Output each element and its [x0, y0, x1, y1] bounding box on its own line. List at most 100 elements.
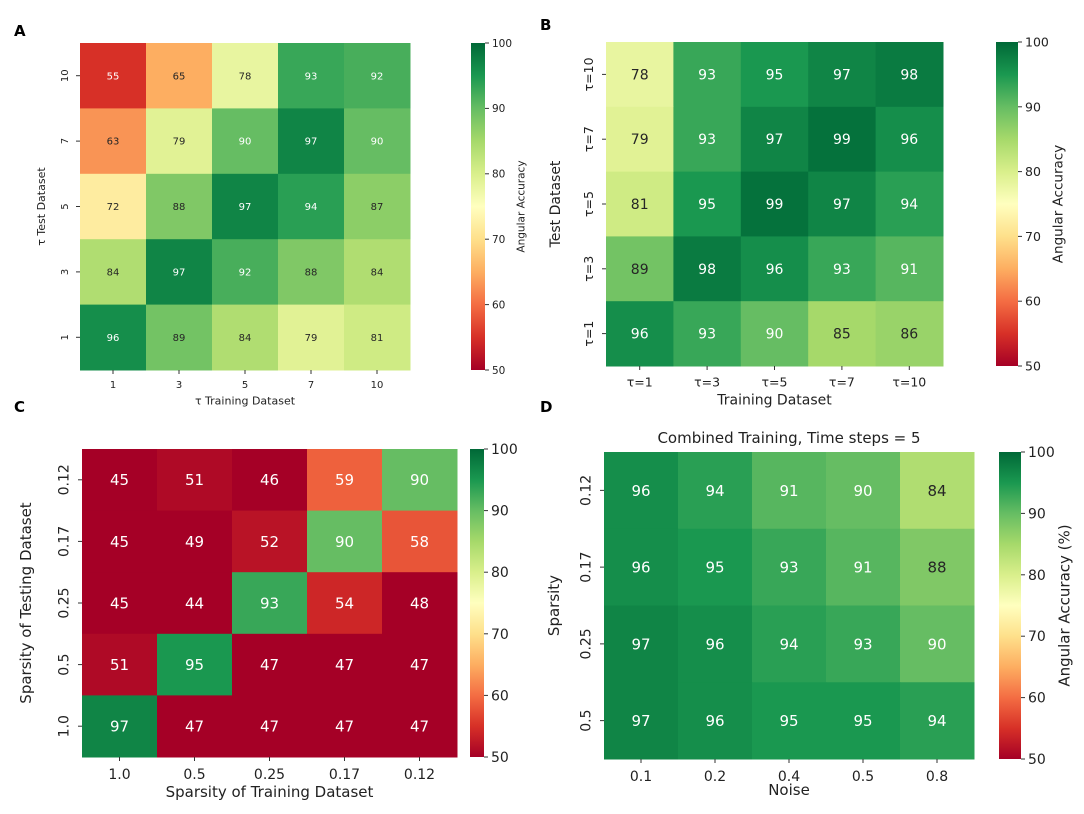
heatmap-cell	[900, 452, 975, 530]
colorbar-tick-label: 50	[1028, 752, 1046, 768]
y-axis-label: Sparsity	[545, 575, 563, 636]
y-axis-label: Sparsity of Testing Dataset	[17, 502, 35, 703]
cell-value-label: 93	[698, 132, 716, 148]
heatmap-cell	[740, 236, 809, 302]
x-tick-label: 1.0	[108, 767, 130, 783]
cell-value-label: 47	[335, 718, 354, 736]
x-tick-label: 0.2	[704, 769, 726, 785]
cell-value-label: 47	[335, 656, 354, 674]
cell-value-label: 95	[698, 197, 716, 213]
x-tick-label: 7	[308, 380, 314, 391]
cell-value-label: 81	[371, 333, 384, 344]
cell-value-label: 99	[766, 197, 784, 213]
heatmap-cell	[278, 43, 345, 109]
cell-value-label: 93	[833, 262, 851, 278]
cell-value-label: 51	[185, 471, 204, 489]
cell-value-label: 97	[239, 202, 252, 213]
heatmap-cell	[278, 304, 345, 371]
cell-value-label: 90	[927, 635, 946, 653]
heatmap-cell	[212, 239, 279, 306]
x-tick-label: τ=7	[829, 375, 855, 390]
panel-letter: C	[14, 398, 25, 416]
y-tick-label: 1.0	[56, 715, 72, 737]
cell-value-label: 84	[371, 268, 384, 279]
cell-value-label: 79	[631, 132, 649, 148]
x-tick-label: 0.5	[852, 769, 874, 785]
heatmap-cell	[752, 605, 827, 683]
heatmap-cell	[157, 633, 233, 696]
heatmap-cell	[808, 171, 877, 237]
heatmap-cell	[606, 42, 674, 108]
y-tick-label: τ=1	[581, 321, 596, 347]
heatmap-cell	[80, 239, 147, 306]
cell-value-label: 91	[900, 262, 918, 278]
heatmap-cell	[82, 449, 158, 512]
colorbar-tick-label: 80	[492, 169, 505, 181]
heatmap-cell	[752, 682, 827, 760]
x-tick-label: 0.4	[778, 769, 800, 785]
cell-value-label: 91	[779, 482, 798, 500]
y-tick-label: τ=7	[581, 126, 596, 152]
cell-value-label: 45	[110, 533, 129, 551]
heatmap-cell	[808, 106, 877, 173]
colorbar	[471, 43, 485, 370]
cell-value-label: 96	[631, 327, 649, 343]
cell-value-label: 45	[110, 594, 129, 612]
panel-letter: A	[14, 22, 26, 40]
x-tick-label: 0.5	[183, 767, 205, 783]
cell-value-label: 46	[260, 471, 279, 489]
heatmap-cell	[826, 682, 901, 760]
heatmap-cell	[678, 528, 753, 606]
cell-value-label: 84	[239, 333, 252, 344]
cell-value-label: 93	[305, 71, 318, 82]
cell-value-label: 58	[410, 533, 429, 551]
colorbar-tick-label: 70	[492, 234, 505, 246]
heatmap-cell	[232, 572, 308, 635]
heatmap-cell	[157, 449, 233, 512]
cell-value-label: 51	[110, 656, 129, 674]
heatmap-cell	[604, 605, 679, 683]
heatmap-cell	[157, 695, 233, 758]
heatmap-cell	[740, 301, 809, 367]
cell-value-label: 93	[698, 327, 716, 343]
x-tick-label: 5	[242, 380, 248, 391]
cell-value-label: 94	[705, 482, 724, 500]
cell-value-label: 78	[631, 67, 649, 83]
colorbar-tick-label: 50	[1025, 359, 1041, 374]
cell-value-label: 92	[371, 71, 384, 82]
cell-value-label: 94	[900, 197, 918, 213]
heatmap-cell	[740, 106, 809, 173]
y-tick-label: 0.5	[56, 653, 72, 675]
heatmap-cell	[382, 695, 458, 758]
heatmap-cell	[344, 304, 411, 371]
cell-value-label: 90	[410, 471, 429, 489]
cell-value-label: 88	[173, 202, 186, 213]
y-tick-label: τ=5	[581, 191, 596, 217]
colorbar-tick-label: 50	[491, 750, 509, 766]
chart-title: Combined Training, Time steps = 5	[657, 429, 920, 447]
cell-value-label: 88	[305, 268, 318, 279]
cell-value-label: 79	[173, 137, 186, 148]
colorbar-tick-label: 100	[1025, 35, 1049, 50]
cell-value-label: 97	[110, 718, 129, 736]
y-axis-label: τ Test Dataset	[35, 167, 48, 246]
heatmap-cell	[752, 452, 827, 530]
cell-value-label: 94	[779, 635, 798, 653]
cell-value-label: 96	[900, 132, 918, 148]
y-tick-label: 0.25	[56, 587, 72, 618]
x-tick-label: 3	[176, 380, 182, 391]
heatmap-cell	[752, 528, 827, 606]
heatmap-cell	[673, 171, 742, 237]
y-tick-label: 3	[60, 269, 71, 275]
cell-value-label: 72	[107, 202, 120, 213]
cell-value-label: 47	[410, 718, 429, 736]
heatmap-cell	[673, 236, 742, 302]
heatmap-cell	[307, 695, 383, 758]
cell-value-label: 95	[779, 712, 798, 730]
heatmap-cell	[344, 173, 411, 240]
heatmap-cell	[232, 510, 308, 573]
colorbar-label: Angular Accuracy	[515, 160, 527, 252]
x-tick-label: 10	[371, 380, 384, 391]
y-tick-label: 0.25	[578, 628, 594, 659]
